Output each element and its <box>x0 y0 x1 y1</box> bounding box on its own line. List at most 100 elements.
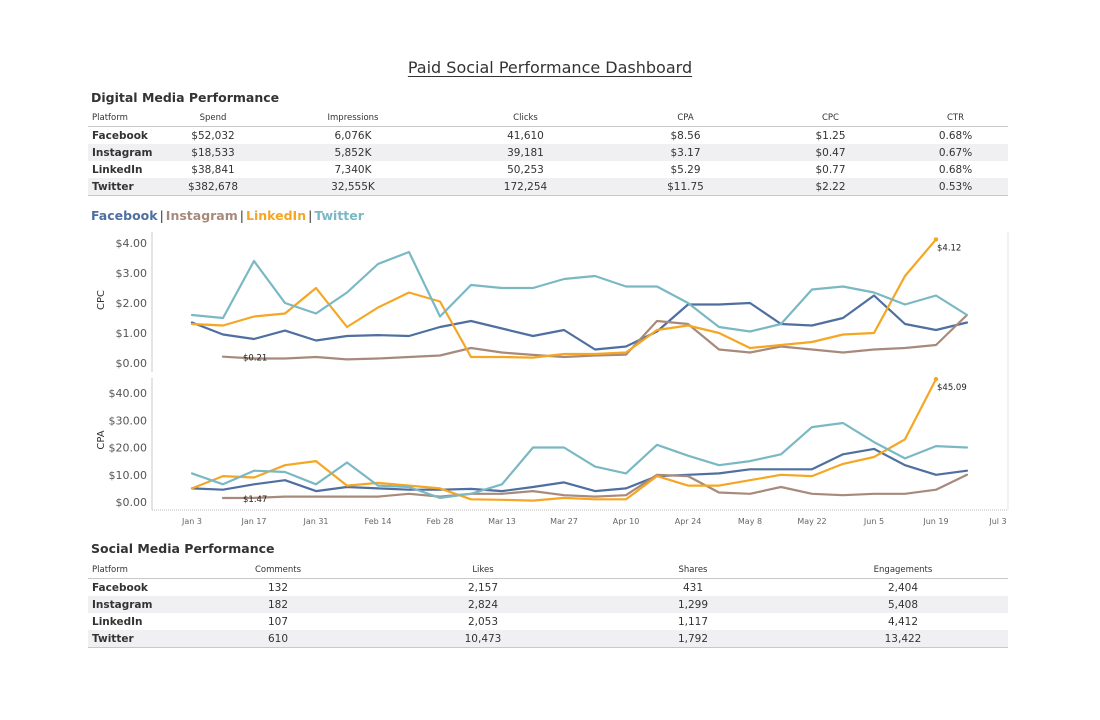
cell-comments: 107 <box>267 615 289 628</box>
cpa-y-tick-label: $20.00 <box>109 442 148 455</box>
legend-item-facebook[interactable]: Facebook <box>91 208 158 223</box>
cpa-annotation-label: $45.09 <box>937 383 967 393</box>
cpc-y-tick-label: $0.00 <box>116 357 148 370</box>
cell-platform: Facebook <box>92 581 148 594</box>
cell-ctr: 0.67% <box>903 144 1008 161</box>
column-header[interactable]: Comments <box>178 562 378 579</box>
cpc-y-tick-label: $4.00 <box>116 237 148 250</box>
cpa-line-instagram <box>221 473 969 500</box>
table-row[interactable]: LinkedIn 107 2,053 1,117 4,412 <box>88 613 1008 630</box>
cell-cpc: $1.25 <box>815 129 846 142</box>
cell-platform: LinkedIn <box>92 163 143 176</box>
cpc-annotation-label: $4.12 <box>937 243 961 253</box>
cell-cpa: $8.56 <box>670 129 701 142</box>
table-header-row: Platform Comments Likes Shares Engagemen… <box>88 562 1008 579</box>
cpc-y-axis-label: CPC <box>96 290 107 310</box>
cell-shares: 1,792 <box>588 630 798 648</box>
chart-legend: Facebook | Instagram | LinkedIn | Twitter <box>91 208 364 223</box>
cell-likes: 2,157 <box>467 581 499 594</box>
cell-engagements: 13,422 <box>798 630 1008 648</box>
cpa-line-facebook <box>190 447 969 493</box>
cell-likes: 10,473 <box>378 630 588 648</box>
cell-ctr: 0.68% <box>938 129 973 142</box>
cell-engagements: 5,408 <box>798 596 1008 613</box>
cell-clicks: 39,181 <box>438 144 613 161</box>
legend-separator: | <box>308 208 313 223</box>
column-header[interactable]: Platform <box>88 110 158 127</box>
table-row[interactable]: Instagram $18,533 5,852K 39,181 $3.17 $0… <box>88 144 1008 161</box>
column-header[interactable]: Likes <box>378 562 588 579</box>
cpc-annotation-label: $0.21 <box>243 354 267 364</box>
x-tick-label: Feb 28 <box>427 517 454 526</box>
cell-ctr: 0.68% <box>938 163 973 176</box>
column-header[interactable]: Clicks <box>438 110 613 127</box>
cell-ctr: 0.53% <box>903 178 1008 196</box>
table-row[interactable]: Instagram 182 2,824 1,299 5,408 <box>88 596 1008 613</box>
cell-spend: $52,032 <box>191 129 235 142</box>
x-tick-label: Jun 19 <box>922 517 948 526</box>
cpc-line-instagram <box>221 313 969 361</box>
column-header[interactable]: Shares <box>588 562 798 579</box>
cell-platform: Twitter <box>88 630 178 648</box>
legend-separator: | <box>239 208 244 223</box>
cell-spend: $38,841 <box>191 163 235 176</box>
cell-likes: 2,824 <box>378 596 588 613</box>
cpa-y-tick-label: $10.00 <box>109 469 148 482</box>
x-tick-label: May 22 <box>797 517 826 526</box>
cell-platform: Instagram <box>88 596 178 613</box>
cell-comments: 610 <box>178 630 378 648</box>
cell-impressions: 5,852K <box>268 144 438 161</box>
cell-impressions: 7,340K <box>334 163 372 176</box>
cpc-annotation-dot <box>933 237 939 242</box>
cell-engagements: 2,404 <box>887 581 919 594</box>
column-header[interactable]: CPA <box>613 110 758 127</box>
legend-separator: | <box>159 208 164 223</box>
cell-clicks: 50,253 <box>507 163 544 176</box>
cell-impressions: 6,076K <box>334 129 372 142</box>
dashboard-title-text: Paid Social Performance Dashboard <box>407 58 693 77</box>
x-tick-label: Jan 17 <box>240 517 266 526</box>
cpc-line-twitter <box>190 250 969 333</box>
cell-clicks: 41,610 <box>507 129 544 142</box>
cell-comments: 182 <box>178 596 378 613</box>
column-header[interactable]: CTR <box>903 110 1008 127</box>
table-row[interactable]: Twitter $382,678 32,555K 172,254 $11.75 … <box>88 178 1008 196</box>
column-header[interactable]: Engagements <box>798 562 1008 579</box>
cell-comments: 132 <box>267 581 289 594</box>
cell-impressions: 32,555K <box>268 178 438 196</box>
x-axis: Jan 3 Jan 17 Jan 31 Feb 14 Feb 28 Mar 13 Mar 2… <box>152 232 1009 526</box>
table-row[interactable]: Twitter 610 10,473 1,792 13,422 <box>88 630 1008 648</box>
x-tick-label: Feb 14 <box>365 517 392 526</box>
cpa-chart: CPA $0.00 $10.00 $20.00 $30.00 $40.00 $1.47 $45… <box>96 376 969 510</box>
legend-item-twitter[interactable]: Twitter <box>314 208 364 223</box>
column-header[interactable]: Impressions <box>268 110 438 127</box>
table-row[interactable]: LinkedIn $38,841 7,340K 50,253 $5.29 $0.… <box>88 161 1008 178</box>
cell-spend: $382,678 <box>158 178 268 196</box>
table-row[interactable]: Facebook 132 2,157 431 2,404 <box>88 579 1008 597</box>
cell-platform: LinkedIn <box>92 615 143 628</box>
cpc-y-tick-label: $2.00 <box>116 297 148 310</box>
cpc-chart: CPC $0.00 $1.00 $2.00 $3.00 $4.00 $0.21 $4.12 <box>96 232 969 372</box>
x-tick-label: Jul 3 <box>988 517 1006 526</box>
column-header[interactable]: Spend <box>158 110 268 127</box>
cell-platform: Instagram <box>88 144 158 161</box>
legend-item-linkedin[interactable]: LinkedIn <box>246 208 307 223</box>
social-media-title: Social Media Performance <box>91 541 275 556</box>
x-tick-label: Jan 3 <box>181 517 202 526</box>
column-header[interactable]: Platform <box>88 562 178 579</box>
cpc-line-linkedin <box>190 238 938 359</box>
cpa-annotation-dot <box>933 376 939 382</box>
cell-shares: 431 <box>682 581 704 594</box>
table-row[interactable]: Facebook $52,032 6,076K 41,610 $8.56 $1.… <box>88 127 1008 145</box>
social-media-table: Platform Comments Likes Shares Engagemen… <box>88 562 1008 648</box>
cpa-y-tick-label: $0.00 <box>116 496 148 509</box>
legend-item-instagram[interactable]: Instagram <box>165 208 238 223</box>
cpc-line-facebook <box>190 294 969 351</box>
cpa-line-twitter <box>190 421 969 499</box>
x-tick-label: May 8 <box>738 517 762 526</box>
column-header[interactable]: CPC <box>758 110 903 127</box>
cell-shares: 1,299 <box>588 596 798 613</box>
cell-clicks: 172,254 <box>438 178 613 196</box>
cell-platform: Twitter <box>88 178 158 196</box>
